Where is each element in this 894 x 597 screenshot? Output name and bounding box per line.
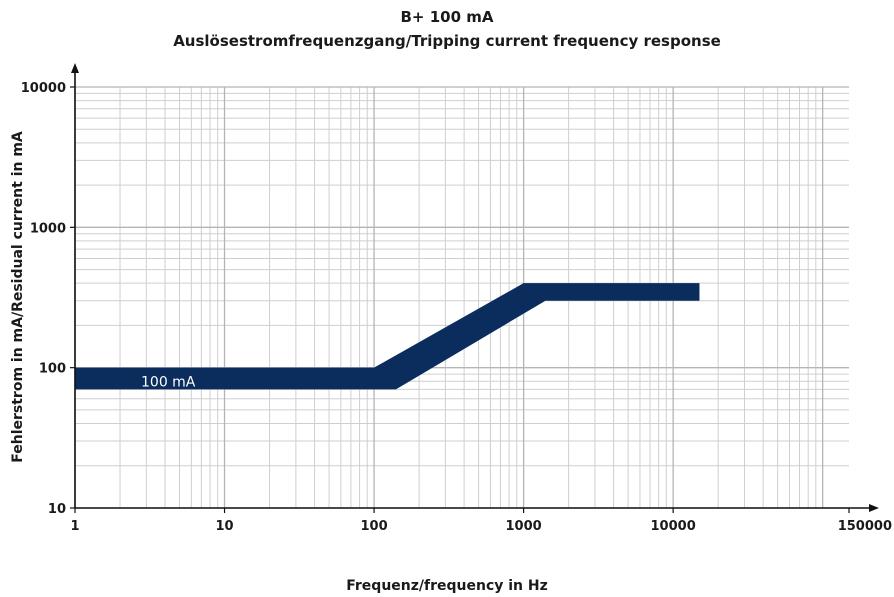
y-tick-label: 10000 [21, 81, 66, 96]
x-tick-label: 100 [360, 519, 387, 534]
x-tick-labels: 1 10 100 1000 10000 150000 [70, 519, 892, 534]
y-axis-label: Fehlerstrom in mA/Residual current in mA [10, 131, 26, 463]
y-axis-arrow [71, 63, 79, 73]
axes [70, 63, 879, 513]
x-tick-label: 1000 [506, 519, 542, 534]
x-tick-label: 1 [70, 519, 79, 534]
chart-title: B+ 100 mA [400, 8, 494, 26]
grid-minor [75, 87, 849, 508]
y-tick-label: 100 [39, 362, 66, 377]
tripping-band [75, 283, 700, 390]
band-annotation: 100 mA [141, 374, 196, 390]
y-tick-label: 1000 [30, 221, 66, 236]
chart-subtitle: Auslösestromfrequenzgang/Tripping curren… [173, 32, 721, 50]
x-axis-label: Frequenz/frequency in Hz [346, 578, 548, 594]
x-tick-label: 150000 [838, 519, 892, 534]
x-tick-label: 10000 [651, 519, 696, 534]
annotations: 100 mA [141, 374, 196, 390]
tripping-band-0 [75, 283, 700, 390]
x-tick-label: 10 [215, 519, 233, 534]
x-axis-arrow [869, 504, 879, 512]
y-tick-label: 10 [48, 502, 66, 517]
y-tick-labels: 10 100 1000 10000 [21, 81, 66, 517]
